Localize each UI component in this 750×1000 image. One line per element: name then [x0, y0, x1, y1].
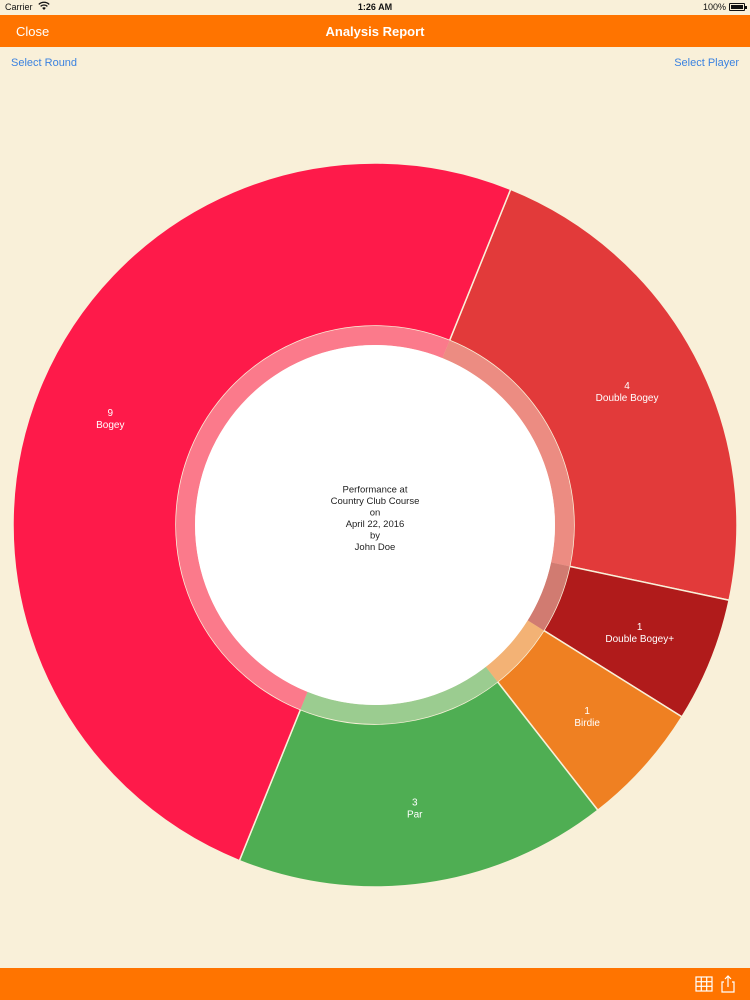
wifi-icon: [38, 1, 50, 13]
battery-icon: [729, 3, 747, 11]
slice-label-birdie: Birdie: [574, 718, 600, 729]
center-text-line: on: [370, 507, 381, 518]
slice-value-bogey: 9: [108, 408, 114, 419]
center-text-line: by: [370, 530, 380, 541]
slice-value-birdie: 1: [584, 706, 590, 717]
inner-ring-par: [300, 666, 498, 724]
status-bar: Carrier 1:26 AM 100%: [0, 0, 750, 15]
close-button[interactable]: Close: [16, 24, 50, 39]
slice-bogey[interactable]: [12, 162, 512, 862]
slice-label-double-bogey: Double Bogey: [596, 393, 659, 404]
select-player-link[interactable]: Select Player: [674, 57, 739, 69]
chart-center-disc: [195, 345, 555, 705]
slice-value-par: 3: [412, 798, 418, 809]
inner-ring-double-bogey: [442, 340, 574, 567]
clock: 1:26 AM: [357, 2, 393, 12]
inner-ring-double-bogey-plus: [527, 562, 570, 631]
bottom-toolbar: [0, 968, 750, 1000]
center-text-line: April 22, 2016: [346, 519, 405, 530]
share-icon[interactable]: [718, 974, 738, 994]
nav-bar: Close Analysis Report: [0, 15, 750, 47]
battery-percentage: 100%: [702, 2, 726, 12]
slice-label-double-bogey-plus: Double Bogey+: [605, 634, 674, 645]
slice-value-double-bogey: 4: [624, 381, 630, 392]
page-title: Analysis Report: [325, 24, 425, 39]
slice-label-bogey: Bogey: [96, 420, 124, 431]
slice-par[interactable]: [238, 680, 599, 888]
select-round-link[interactable]: Select Round: [11, 57, 78, 69]
carrier-label: Carrier: [5, 2, 33, 12]
slice-value-double-bogey-plus: 1: [637, 622, 643, 633]
grid-icon[interactable]: [694, 974, 714, 994]
slice-label-par: Par: [407, 810, 423, 821]
inner-ring-birdie: [485, 620, 544, 682]
center-text-line: Performance at: [343, 484, 408, 495]
center-text-line: Country Club Course: [331, 496, 420, 507]
center-text-line: John Doe: [355, 542, 396, 553]
